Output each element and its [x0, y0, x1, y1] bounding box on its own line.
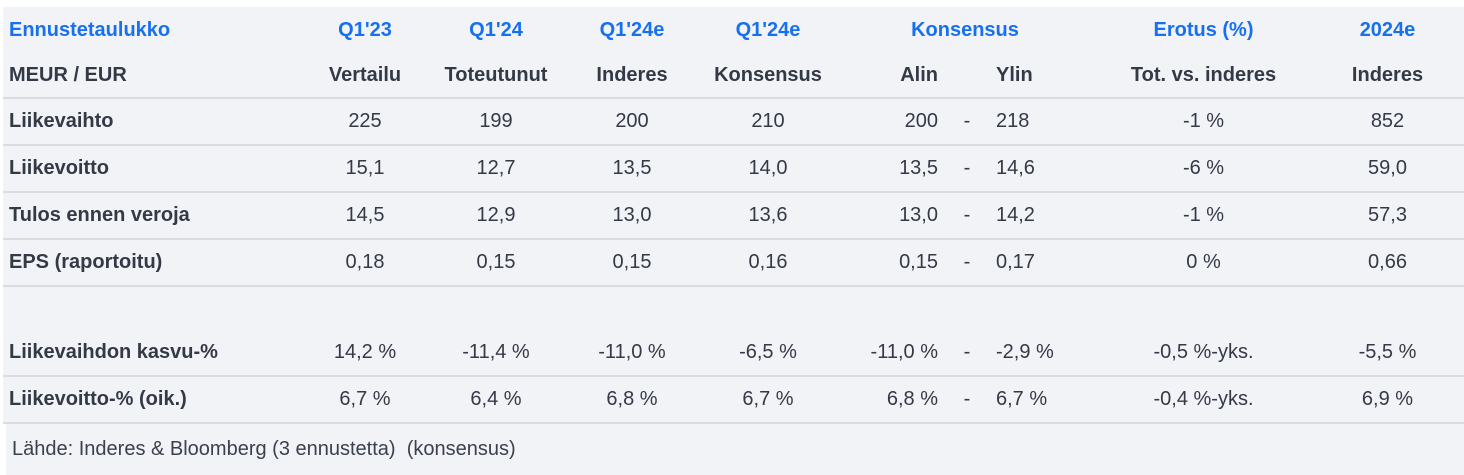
table-row-liikevaihto: Liikevaihto 225 199 200 210 200 - 218 -1…: [3, 99, 1464, 146]
cell-alin: 6,8 %: [886, 388, 938, 410]
cell-inderes: 200: [615, 110, 649, 132]
cell-range-dash: -: [963, 251, 971, 273]
cell-toteutunut: 12,9: [476, 204, 516, 226]
cell-erotus: -6 %: [1182, 157, 1225, 179]
row-label: Tulos ennen veroja: [9, 204, 190, 226]
cell-konsensus: 0,16: [748, 251, 788, 273]
cell-ylin: -2,9 %: [996, 341, 1054, 363]
cell-range-dash: -: [963, 388, 971, 410]
cell-toteutunut: 0,15: [476, 251, 516, 273]
cell-alin: 200: [904, 110, 938, 132]
cell-konsensus: 13,6: [748, 204, 788, 226]
cell-inderes: 0,15: [612, 251, 652, 273]
cell-2024e: 852: [1370, 110, 1405, 132]
table-row-spacer: [3, 287, 1464, 330]
cell-konsensus: 6,7 %: [742, 388, 794, 410]
source-note: Lähde: Inderes & Bloomberg (3 ennustetta…: [3, 424, 1464, 475]
cell-toteutunut: -11,4 %: [462, 341, 530, 363]
cell-vertailu: 225: [348, 110, 382, 132]
subheader-ylin: Ylin: [996, 63, 1033, 86]
cell-toteutunut: 6,4 %: [470, 388, 522, 410]
cell-alin: -11,0 %: [870, 341, 938, 363]
cell-2024e: 57,3: [1368, 204, 1407, 226]
row-label: Liikevaihto: [9, 110, 114, 132]
row-label: EPS (raportoitu): [9, 251, 163, 273]
subheader-tot-vs-inderes: Tot. vs. inderes: [1130, 63, 1277, 86]
cell-vertailu: 15,1: [345, 157, 385, 179]
cell-ylin: 14,2: [996, 204, 1035, 226]
cell-erotus: -0,5 %-yks.: [1153, 341, 1254, 363]
cell-erotus: -0,4 %-yks.: [1153, 388, 1254, 410]
col-header-q1-24e-konsensus: Q1'24e: [735, 18, 801, 41]
unit-label: MEUR / EUR: [9, 63, 127, 86]
cell-inderes: 13,0: [612, 204, 652, 226]
cell-alin: 13,0: [899, 204, 938, 226]
row-label: Liikevoitto: [9, 157, 110, 179]
cell-alin: 13,5: [899, 157, 938, 179]
cell-2024e: 0,66: [1368, 251, 1407, 273]
subheader-inderes: Inderes: [596, 63, 668, 86]
table-title: Ennustetaulukko: [9, 18, 171, 41]
cell-2024e: -5,5 %: [1358, 341, 1417, 363]
cell-inderes: 13,5: [612, 157, 652, 179]
table-row-liikevoitto-pct: Liikevoitto-% (oik.) 6,7 % 6,4 % 6,8 % 6…: [3, 377, 1464, 424]
cell-erotus: -1 %: [1182, 110, 1225, 132]
cell-range-dash: -: [963, 204, 971, 226]
forecast-table: Ennustetaulukko Q1'23 Q1'24 Q1'24e Q1'24…: [0, 7, 1464, 475]
cell-inderes: 6,8 %: [606, 388, 658, 410]
subheader-toteutunut: Toteutunut: [444, 63, 548, 86]
col-header-q1-23: Q1'23: [338, 18, 392, 41]
cell-ylin: 14,6: [996, 157, 1035, 179]
cell-range-dash: -: [963, 341, 971, 363]
cell-ylin: 218: [996, 110, 1030, 132]
subheader-alin: Alin: [900, 63, 938, 86]
cell-konsensus: 210: [751, 110, 785, 132]
row-label: Liikevaihdon kasvu-%: [9, 341, 218, 363]
cell-inderes: -11,0 %: [598, 341, 666, 363]
col-header-2024e: 2024e: [1359, 18, 1416, 41]
cell-vertailu: 14,2 %: [333, 341, 397, 363]
col-header-q1-24e-inderes: Q1'24e: [599, 18, 665, 41]
cell-ylin: 6,7 %: [996, 388, 1048, 410]
cell-alin: 0,15: [899, 251, 938, 273]
row-label: Liikevoitto-% (oik.): [9, 388, 187, 410]
cell-range-dash: -: [963, 157, 971, 179]
table-row-eps: EPS (raportoitu) 0,18 0,15 0,15 0,16 0,1…: [3, 240, 1464, 287]
cell-vertailu: 14,5: [345, 204, 385, 226]
table-row-liikevaihdon-kasvu: Liikevaihdon kasvu-% 14,2 % -11,4 % -11,…: [3, 330, 1464, 377]
cell-2024e: 6,9 %: [1361, 388, 1414, 410]
table-header-row-2: MEUR / EUR Vertailu Toteutunut Inderes K…: [3, 53, 1464, 99]
subheader-vertailu: Vertailu: [328, 63, 402, 86]
cell-konsensus: -6,5 %: [739, 341, 797, 363]
col-header-q1-24: Q1'24: [469, 18, 523, 41]
subheader-konsensus: Konsensus: [714, 63, 822, 86]
cell-range-dash: -: [963, 110, 971, 132]
table-row-liikevoitto: Liikevoitto 15,1 12,7 13,5 14,0 13,5 - 1…: [3, 146, 1464, 193]
subheader-inderes-2024: Inderes: [1351, 63, 1424, 86]
cell-erotus: -1 %: [1182, 204, 1225, 226]
table-row-tulos-ennen-veroja: Tulos ennen veroja 14,5 12,9 13,0 13,6 1…: [3, 193, 1464, 240]
cell-toteutunut: 12,7: [476, 157, 516, 179]
cell-2024e: 59,0: [1368, 157, 1407, 179]
col-header-konsensus-group: Konsensus: [911, 18, 1019, 41]
cell-erotus: 0 %: [1186, 251, 1221, 273]
cell-vertailu: 0,18: [345, 251, 385, 273]
col-header-erotus: Erotus (%): [1153, 18, 1254, 41]
cell-toteutunut: 199: [479, 110, 513, 132]
table-header-row-1: Ennustetaulukko Q1'23 Q1'24 Q1'24e Q1'24…: [3, 7, 1464, 53]
cell-ylin: 0,17: [996, 251, 1035, 273]
cell-konsensus: 14,0: [748, 157, 788, 179]
cell-vertailu: 6,7 %: [339, 388, 391, 410]
